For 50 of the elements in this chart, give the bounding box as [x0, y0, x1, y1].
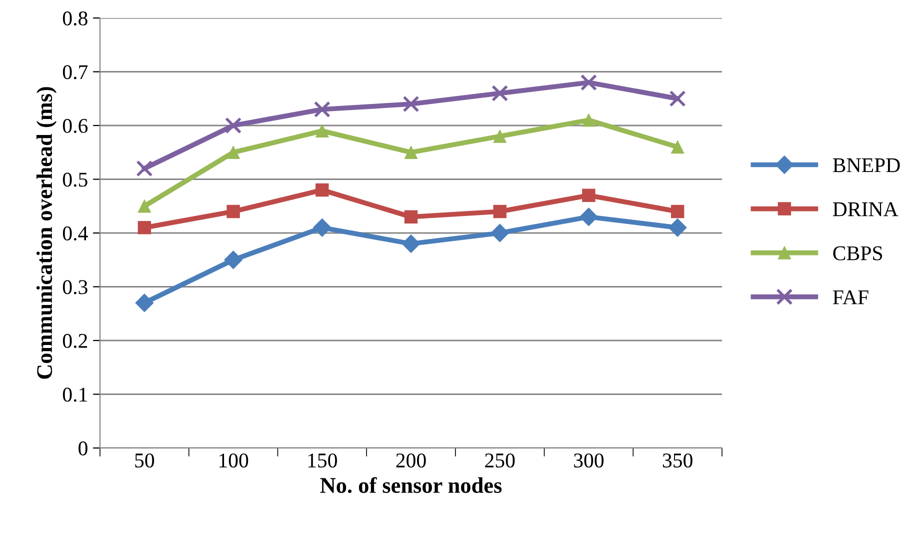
point — [135, 294, 154, 312]
point — [226, 146, 240, 159]
point — [670, 140, 684, 154]
x-tick-label: 50 — [135, 453, 154, 468]
y-tick-label: 0.6 — [62, 118, 88, 134]
y-tick-label: 0.4 — [62, 226, 88, 241]
y-tick-label: 0 — [78, 441, 88, 456]
point — [314, 101, 330, 118]
point — [493, 130, 506, 143]
x-tick-label: 350 — [662, 453, 692, 468]
point — [402, 234, 420, 253]
x-tick-label: 100 — [219, 453, 248, 468]
y-tick-label: 0.5 — [62, 172, 88, 187]
point — [668, 218, 687, 237]
x-tick-label: 200 — [396, 453, 426, 468]
point — [492, 84, 508, 102]
y-tick-label: 0.3 — [62, 280, 88, 294]
legend-label: CBPS — [833, 246, 882, 260]
point — [312, 218, 332, 237]
point — [138, 200, 152, 213]
point — [404, 146, 418, 159]
point — [402, 96, 420, 112]
legend-label: FAF — [832, 290, 868, 304]
point — [404, 210, 418, 224]
point — [490, 224, 510, 242]
point — [580, 208, 598, 226]
point — [316, 124, 329, 138]
legend-label: DRINA — [832, 202, 898, 216]
point — [138, 221, 152, 234]
point — [224, 117, 242, 134]
x-tick-label: 150 — [308, 453, 337, 468]
point — [493, 204, 506, 218]
y-tick-label: 0.2 — [62, 334, 88, 348]
y-axis-title: Communication overhead (ms) — [36, 87, 57, 379]
point — [670, 204, 684, 218]
legend-label: BNEPD — [832, 158, 900, 172]
point — [224, 250, 242, 270]
x-tick-label: 250 — [485, 453, 515, 468]
point — [669, 90, 686, 107]
y-tick-label: 0.7 — [62, 65, 88, 80]
point — [582, 114, 596, 127]
x-tick-label: 300 — [574, 453, 604, 468]
point — [316, 183, 329, 197]
point — [582, 188, 596, 202]
point — [226, 204, 240, 218]
point — [580, 74, 598, 91]
x-axis-title: No. of sensor nodes — [320, 477, 502, 494]
point — [136, 160, 153, 177]
y-tick-label: 0.1 — [62, 388, 87, 402]
y-tick-label: 0.8 — [62, 11, 88, 26]
